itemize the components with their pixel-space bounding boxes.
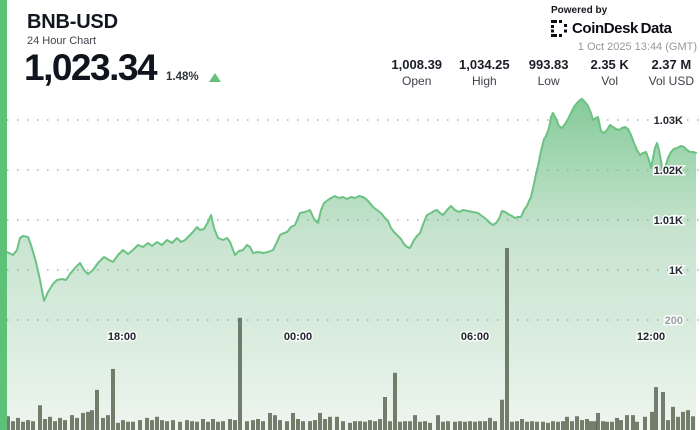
svg-text:1K: 1K <box>669 265 683 277</box>
powered-by-label: Powered by <box>551 5 608 16</box>
stat-value: 993.83 <box>528 57 569 72</box>
stat-label: Vol <box>601 74 618 88</box>
stat-value: 2.35 K <box>590 57 629 72</box>
price-area <box>7 98 696 430</box>
left-accent-bar <box>0 0 7 430</box>
stat-label: High <box>471 74 497 88</box>
up-arrow-icon <box>208 73 221 82</box>
instrument-symbol: BNB-USD <box>27 11 118 33</box>
change-percent: 1.48% <box>166 71 199 83</box>
powered-by-block: Powered by CoinDesk Data 1 Oct 2025 13:4… <box>551 5 697 53</box>
svg-text:12:00: 12:00 <box>637 331 665 343</box>
svg-text:1.01K: 1.01K <box>654 215 683 227</box>
chart-subtitle: 24 Hour Chart <box>27 35 97 47</box>
stat-high: 1,034.25 High <box>459 57 510 88</box>
y-axis-labels: 1.03K 1.02K 1.01K 1K 200 <box>652 114 684 329</box>
stat-label: Low <box>537 74 560 88</box>
svg-text:1.03K: 1.03K <box>654 115 683 127</box>
stat-vol: 2.35 K Vol <box>588 57 632 88</box>
stat-value: 2.37 M <box>651 57 692 72</box>
stat-low: 993.83 Low <box>527 57 571 88</box>
stat-value: 1,008.39 <box>391 57 443 72</box>
stat-value: 1,034.25 <box>459 57 510 72</box>
price-line <box>6 97 697 302</box>
stat-label: Open <box>402 74 432 88</box>
timestamp: 1 Oct 2025 13:44 (GMT) <box>577 41 697 53</box>
svg-text:00:00: 00:00 <box>284 331 312 343</box>
svg-text:06:00: 06:00 <box>461 331 489 343</box>
coindesk-logo-icon <box>551 20 567 37</box>
stat-vol-usd: 2.37 M Vol USD <box>649 57 694 88</box>
svg-text:1.02K: 1.02K <box>654 165 683 177</box>
brand-name-right: Data <box>640 20 672 37</box>
x-axis-labels: 18:00 00:00 06:00 12:00 <box>106 330 666 345</box>
brand-name: CoinDesk Data <box>572 20 672 37</box>
price-row: 1,023.34 1.48% <box>24 49 221 86</box>
volume-bars <box>6 247 695 430</box>
stat-label: Vol USD <box>648 74 694 88</box>
brand-name-left: CoinDesk <box>572 20 638 37</box>
last-price: 1,023.34 <box>24 47 158 88</box>
ohlc-stats: 1,008.39 Open 1,034.25 High 993.83 Low 2… <box>391 57 694 88</box>
coindesk-brand[interactable]: CoinDesk Data <box>551 20 697 37</box>
svg-text:200: 200 <box>665 315 683 327</box>
svg-text:18:00: 18:00 <box>108 331 136 343</box>
stat-open: 1,008.39 Open <box>391 57 442 88</box>
